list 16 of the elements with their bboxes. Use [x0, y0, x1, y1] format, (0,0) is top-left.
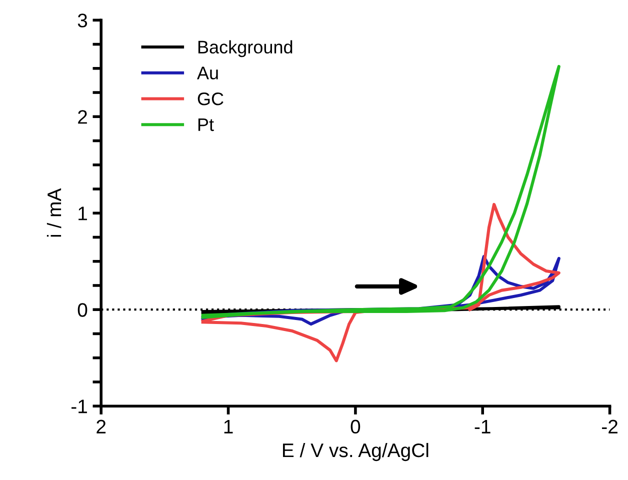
legend-label: Pt: [198, 118, 214, 132]
x-tick-label: 0: [350, 420, 360, 434]
y-tick-label: 2: [78, 110, 87, 124]
y-axis-title: i / mA: [46, 188, 62, 237]
legend-label: GC: [198, 92, 224, 106]
legend-label: Background: [198, 40, 292, 58]
y-tick-label: 1: [78, 206, 87, 220]
y-tick-label: 0: [78, 303, 88, 317]
legend-label: Au: [196, 66, 218, 80]
x-tick-label: 1: [224, 420, 233, 434]
x-tick-label: 2: [96, 420, 106, 434]
y-tick-label: -1: [71, 400, 87, 414]
y-tick-label: 3: [78, 14, 88, 28]
x-tick-label: -2: [602, 420, 618, 434]
x-tick-label: -1: [474, 420, 490, 434]
x-axis-title: E / V vs. Ag/AgCl: [283, 442, 428, 462]
